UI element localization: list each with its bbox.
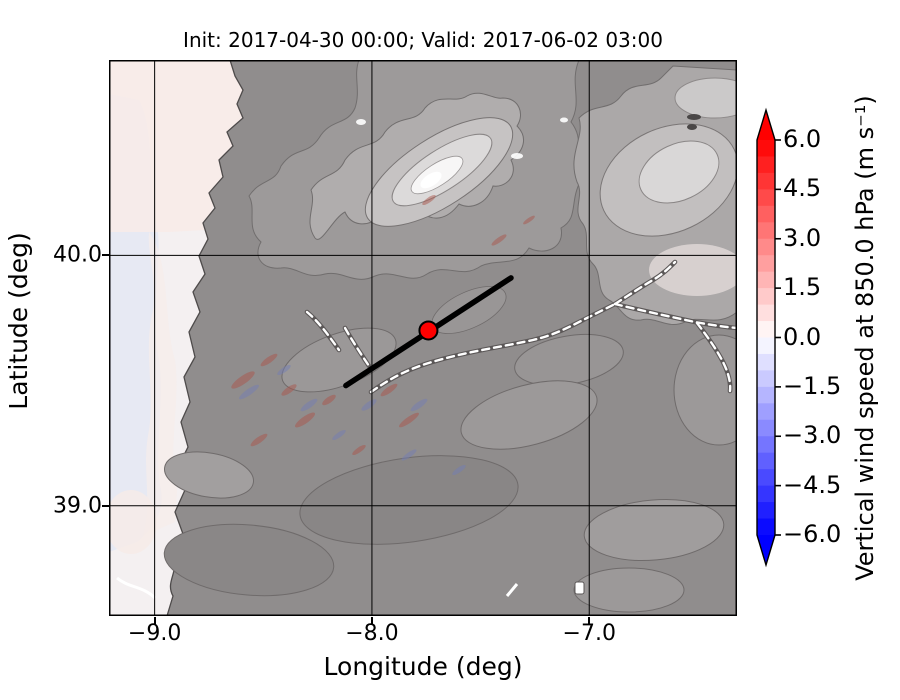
map-plot-area	[105, 59, 765, 617]
colorbar-tick-label: 4.5	[783, 174, 822, 203]
colorbar-band	[757, 271, 775, 289]
pink-tint-ne	[649, 244, 745, 296]
colorbar-band	[757, 502, 775, 520]
colorbar-tick-label: 3.0	[783, 223, 822, 252]
x-tick-label: −8.0	[345, 621, 399, 646]
terrain-layer	[105, 59, 765, 617]
colorbar-band	[757, 222, 775, 240]
y-axis-label: Latitude (deg)	[4, 232, 33, 410]
colorbar-band	[757, 386, 775, 405]
x-tick-mark	[588, 617, 591, 624]
x-tick-mark	[153, 617, 156, 624]
colorbar-band	[757, 403, 775, 421]
grid-layer	[109, 60, 737, 616]
elevation-blob	[164, 451, 254, 499]
small-white-patches	[116, 117, 585, 600]
colorbar-band	[757, 419, 775, 437]
x-axis-label: Longitude (deg)	[323, 652, 523, 681]
x-tick-label: −7.0	[562, 621, 616, 646]
colorbar-band	[757, 304, 775, 322]
colorbar-band	[757, 140, 775, 158]
colorbar	[756, 107, 781, 568]
colorbar-band	[757, 353, 775, 372]
colorbar-band	[757, 485, 775, 503]
colorbar-band	[757, 205, 775, 223]
elevation-blob	[573, 567, 685, 613]
elevation-blob	[163, 523, 335, 597]
elevation-blob	[583, 498, 725, 562]
colorbar-band	[757, 321, 775, 339]
plot-frame	[109, 60, 737, 616]
mountain-peak-white	[420, 171, 442, 189]
colorbar-tick-label: 6.0	[783, 125, 822, 154]
colorbar-axis-label: Vertical wind speed at 850.0 hPa (m s⁻¹)	[851, 95, 879, 581]
colorbar-band	[757, 156, 775, 174]
dark-spots-ne	[687, 114, 701, 130]
y-tick-label: 39.0	[53, 493, 102, 519]
colorbar-band	[757, 370, 775, 388]
y-tick-label: 40.0	[53, 242, 102, 268]
elevation-contour-ne-3	[638, 140, 720, 204]
y-tick-mark	[102, 504, 109, 507]
colorbar-band	[757, 189, 775, 207]
colorbar-band	[757, 469, 775, 487]
colorbar-tick-label: −4.5	[783, 470, 842, 499]
plot-title: Init: 2017-04-30 00:00; Valid: 2017-06-0…	[183, 28, 663, 52]
colorbar-tick-label: −1.5	[783, 372, 842, 401]
overlay-layer	[343, 275, 514, 389]
river-network	[304, 259, 740, 395]
colorbar-band	[757, 518, 775, 536]
colorbar-band	[757, 238, 775, 256]
colorbar-tick-label: −3.0	[783, 421, 842, 450]
colorbar-tick-label: 0.0	[783, 322, 822, 351]
map-canvas	[105, 59, 765, 617]
colorbar-tick-label: 1.5	[783, 273, 822, 302]
colorbar-tick-label: −6.0	[783, 520, 842, 549]
colorbar-band	[757, 255, 775, 273]
x-tick-label: −9.0	[127, 621, 182, 646]
y-tick-mark	[102, 254, 109, 257]
colorbar-band	[757, 172, 775, 191]
x-tick-mark	[370, 617, 373, 624]
elevation-blob	[460, 380, 598, 450]
wave-streaks-blue	[239, 364, 466, 476]
colorbar-band	[757, 337, 775, 355]
wave-streaks-red	[231, 194, 535, 456]
colorbar-band	[757, 436, 775, 454]
colorbar-under-arrow	[757, 535, 775, 565]
colorbar-over-arrow	[757, 110, 775, 140]
colorbar-band	[757, 288, 775, 306]
colorbar-band	[757, 452, 775, 470]
location-marker	[418, 320, 439, 341]
